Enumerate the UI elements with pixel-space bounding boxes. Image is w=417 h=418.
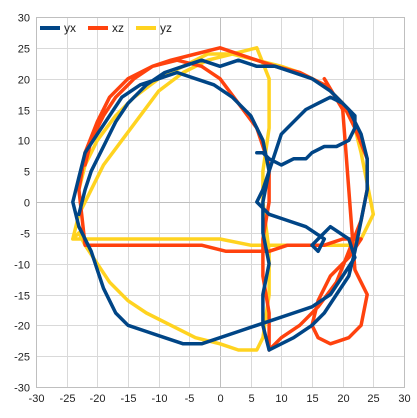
x-tick-label: 5 (248, 393, 254, 405)
x-tick-label: -5 (185, 393, 195, 405)
y-tick-label: -15 (14, 291, 30, 303)
x-tick-label: 10 (275, 393, 287, 405)
y-tick-label: 0 (24, 198, 30, 210)
y-tick-label: 30 (18, 13, 30, 25)
series-yx-line (71, 58, 369, 352)
y-tick-label: -10 (14, 260, 30, 272)
y-tick-label: 5 (24, 167, 30, 179)
x-tick-label: -25 (60, 393, 76, 405)
tick-labels: -30 -25 -20 -15 -10 -5 0 5 10 15 20 25 30 -30 -25 -20 -1… (14, 13, 411, 406)
x-tick-label: 0 (217, 393, 223, 405)
x-tick-label: 15 (306, 393, 318, 405)
legend-label-yz: yz (160, 21, 172, 35)
y-tick-label: -5 (20, 229, 30, 241)
x-tick-label: -15 (121, 393, 137, 405)
x-tick-label: 25 (367, 393, 379, 405)
x-tick-label: -20 (90, 393, 106, 405)
y-tick-label: -30 (14, 383, 30, 395)
y-tick-label: 25 (18, 44, 30, 56)
x-tick-label: -10 (152, 393, 168, 405)
y-tick-label: 15 (18, 106, 30, 118)
legend: yx xz yz (40, 21, 172, 35)
x-tick-label: 20 (337, 393, 349, 405)
series-lines (71, 46, 376, 352)
y-tick-label: 20 (18, 75, 30, 87)
series-xz-line (77, 46, 369, 352)
y-tick-label: -20 (14, 321, 30, 333)
x-tick-label: 30 (398, 393, 410, 405)
y-tick-label: 10 (18, 136, 30, 148)
plot-frame (36, 17, 405, 388)
y-tick-label: -25 (14, 352, 30, 364)
legend-label-xz: xz (112, 21, 124, 35)
x-tick-label: -30 (29, 393, 45, 405)
legend-label-yx: yx (64, 21, 76, 35)
